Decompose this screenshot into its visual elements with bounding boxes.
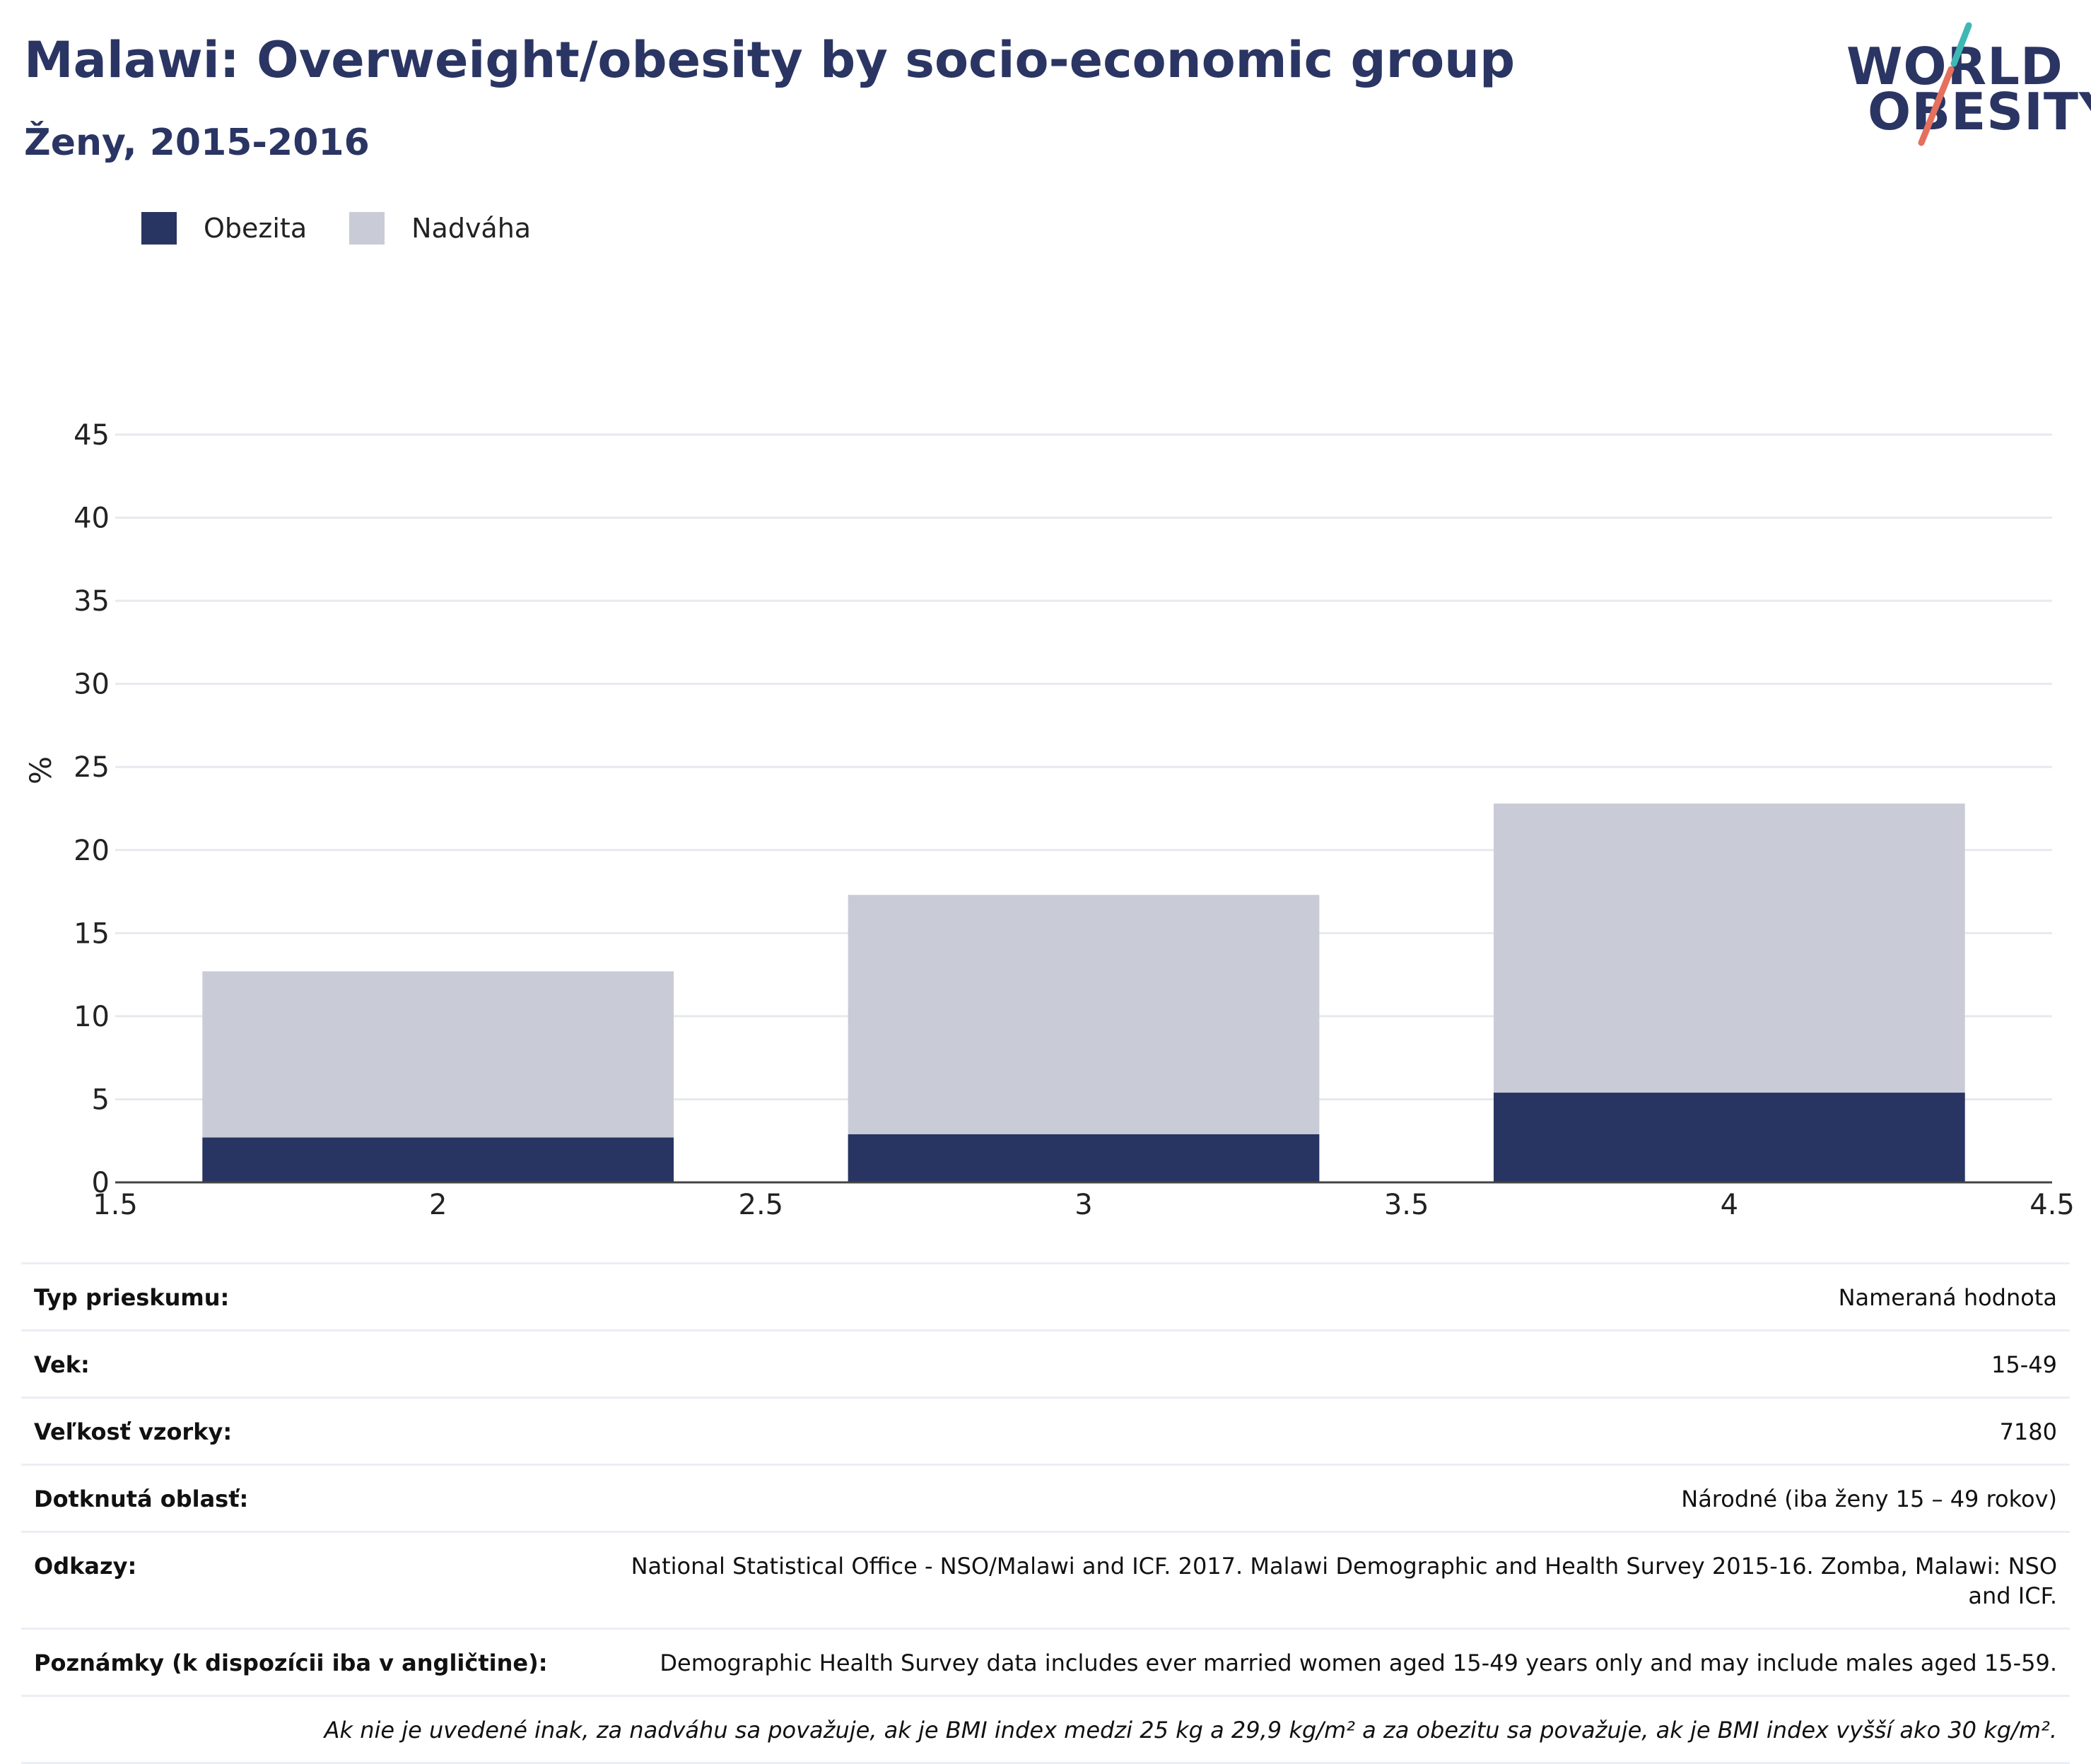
info-row-age: Vek: 15-49 (21, 1331, 2070, 1399)
legend-label-nadvaha: Nadváha (411, 213, 532, 244)
legend-item-nadvaha[interactable]: Nadváha (349, 212, 531, 245)
info-value: Demographic Health Survey data includes … (660, 1650, 2057, 1676)
bar-nadvaha[interactable] (848, 895, 1320, 1134)
info-label: Typ prieskumu: (34, 1284, 230, 1311)
y-tick-label: 25 (74, 751, 110, 784)
info-label: Poznámky (k dispozícii iba v angličtine)… (34, 1650, 548, 1676)
info-label: Dotknutá oblasť: (34, 1486, 249, 1512)
bar-obezita[interactable] (1493, 1093, 1965, 1182)
y-tick-label: 30 (74, 669, 110, 701)
y-tick-label: 0 (92, 1167, 110, 1199)
info-label: Odkazy: (34, 1553, 137, 1580)
info-value: 7180 (1999, 1418, 2057, 1445)
x-tick-label: 3 (1074, 1189, 1092, 1221)
y-tick-label: 40 (74, 502, 110, 535)
info-row-definition-note: Ak nie je uvedené inak, za nadváhu sa po… (21, 1697, 2070, 1764)
y-tick-label: 20 (74, 835, 110, 867)
info-value: Nameraná hodnota (1838, 1284, 2057, 1311)
info-value: Národné (iba ženy 15 – 49 rokov) (1681, 1486, 2057, 1512)
info-label: Vek: (34, 1351, 90, 1378)
legend-label-obezita: Obezita (204, 213, 308, 244)
y-tick-label: 35 (74, 585, 110, 618)
world-obesity-logo[interactable]: WORLD OBESITY (1845, 21, 2091, 148)
chart-legend: Obezita Nadváha (141, 211, 573, 246)
legend-item-obezita[interactable]: Obezita (141, 212, 307, 245)
info-row-area: Dotknutá oblasť: Národné (iba ženy 15 – … (21, 1466, 2070, 1533)
y-axis-title: % (23, 756, 58, 784)
legend-swatch-nadvaha (349, 212, 385, 245)
info-row-notes: Poznámky (k dispozícii iba v angličtine)… (21, 1630, 2070, 1697)
bar-obezita[interactable] (848, 1134, 1320, 1182)
definition-note: Ak nie je uvedené inak, za nadváhu sa po… (324, 1717, 2057, 1744)
logo-line-2: OBESITY (1868, 82, 2091, 141)
bar-chart: 0 5 10 15 20 25 30 35 40 45 1.5 2 2.5 3 3.5 4 4.5% (23, 419, 2075, 1221)
bar-nadvaha[interactable] (202, 971, 674, 1138)
bar-obezita[interactable] (202, 1137, 674, 1182)
info-label: Veľkosť vzorky: (34, 1418, 233, 1445)
bar-nadvaha[interactable] (1493, 803, 1965, 1093)
info-row-sample-size: Veľkosť vzorky: 7180 (21, 1399, 2070, 1466)
x-tick-label: 4 (1721, 1189, 1738, 1221)
y-tick-label: 45 (74, 419, 110, 452)
info-value: National Statistical Office - NSO/Malawi… (631, 1553, 2057, 1609)
y-tick-label: 10 (74, 1001, 110, 1033)
x-tick-label: 2 (429, 1189, 447, 1221)
page-title: Malawi: Overweight/obesity by socio-econ… (24, 31, 1516, 89)
x-tick-label: 4.5 (2030, 1189, 2075, 1221)
page-subtitle: Ženy, 2015-2016 (24, 122, 370, 164)
legend-swatch-obezita (141, 212, 177, 245)
x-tick-label: 2.5 (739, 1189, 784, 1221)
logo-slash-icon (1918, 22, 1972, 146)
y-tick-label: 5 (92, 1083, 110, 1116)
x-tick-label: 3.5 (1384, 1189, 1429, 1221)
x-tick-label: 1.5 (93, 1189, 138, 1221)
info-row-references: Odkazy: National Statistical Office - NS… (21, 1533, 2070, 1630)
y-tick-label: 15 (74, 917, 110, 950)
info-value: 15-49 (1991, 1351, 2057, 1378)
info-table: Typ prieskumu: Nameraná hodnota Vek: 15-… (21, 1262, 2070, 1764)
info-row-survey-type: Typ prieskumu: Nameraná hodnota (21, 1264, 2070, 1331)
